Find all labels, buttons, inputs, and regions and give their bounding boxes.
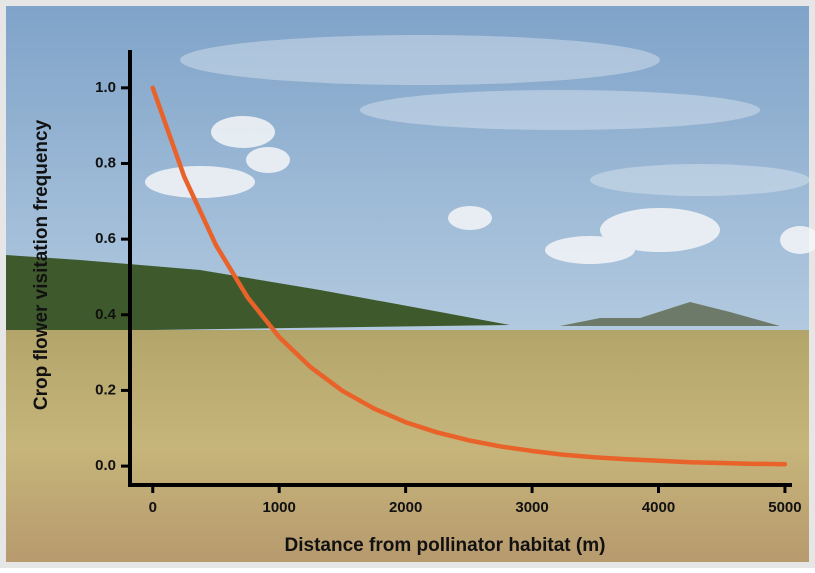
haze xyxy=(180,35,810,196)
x-tick-label: 3000 xyxy=(515,499,548,516)
x-tick-label: 4000 xyxy=(642,499,675,516)
x-tick-label: 1000 xyxy=(263,499,296,516)
x-tick-label: 5000 xyxy=(768,499,801,516)
y-tick-label: 0.0 xyxy=(95,457,116,474)
y-tick-label: 0.2 xyxy=(95,381,116,398)
y-tick-label: 0.4 xyxy=(95,306,117,323)
y-axis-label: Crop flower visitation frequency xyxy=(31,119,52,410)
clouds xyxy=(145,116,815,264)
y-tick-label: 1.0 xyxy=(95,79,116,96)
y-tick-label: 0.6 xyxy=(95,230,116,247)
line-series xyxy=(150,85,788,467)
x-axis-label: Distance from pollinator habitat (m) xyxy=(285,535,606,556)
x-tick-label: 2000 xyxy=(389,499,422,516)
y-tick-label: 0.8 xyxy=(95,154,116,171)
field xyxy=(6,330,809,562)
x-tick-label: 0 xyxy=(149,499,157,516)
hill xyxy=(560,302,780,326)
